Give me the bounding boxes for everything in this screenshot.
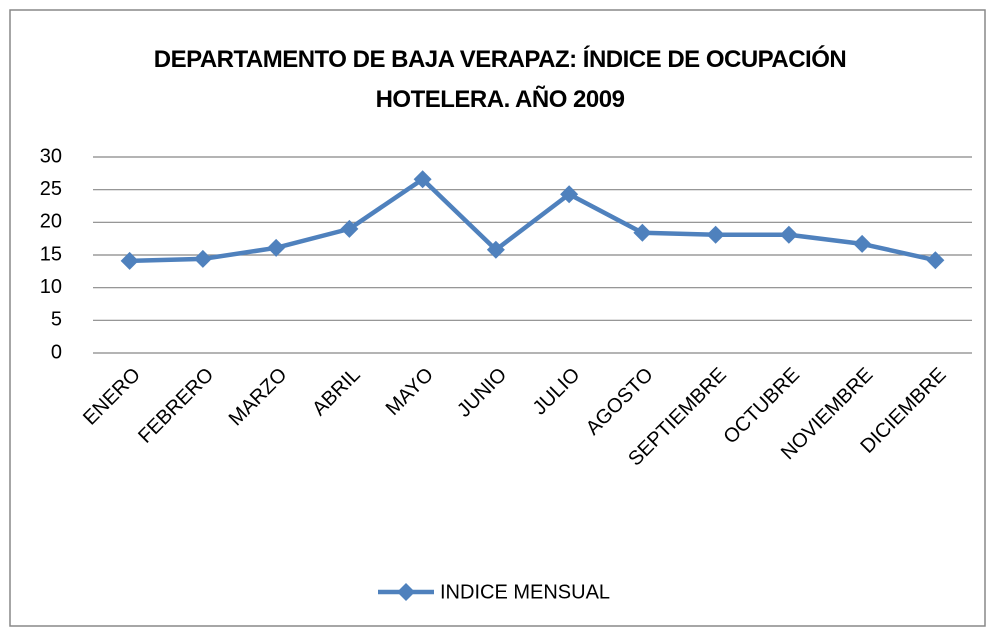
y-tick-label: 30 [40, 145, 62, 167]
line [129, 176, 936, 264]
point [486, 240, 505, 259]
y-tick-label: 5 [51, 309, 62, 331]
chart-frame [9, 9, 986, 627]
y-tick-label: 25 [40, 178, 62, 200]
point [267, 238, 286, 257]
point [706, 225, 725, 244]
point [120, 251, 139, 270]
y-tick-label: 20 [40, 211, 62, 233]
point [633, 223, 652, 242]
legend-label: INDICE MENSUAL [440, 581, 610, 603]
point [926, 251, 945, 270]
point [413, 170, 432, 189]
point [340, 219, 359, 238]
point [193, 249, 212, 268]
point [779, 225, 798, 244]
point [560, 185, 579, 204]
legend-marker [397, 583, 415, 601]
y-tick-label: 15 [40, 243, 62, 265]
chart-title: DEPARTAMENTO DE BAJA VERAPAZ: ÍNDICE DE … [153, 46, 847, 113]
y-tick-label: 0 [51, 341, 62, 363]
point [853, 234, 872, 253]
y-tick-label: 10 [40, 276, 62, 298]
